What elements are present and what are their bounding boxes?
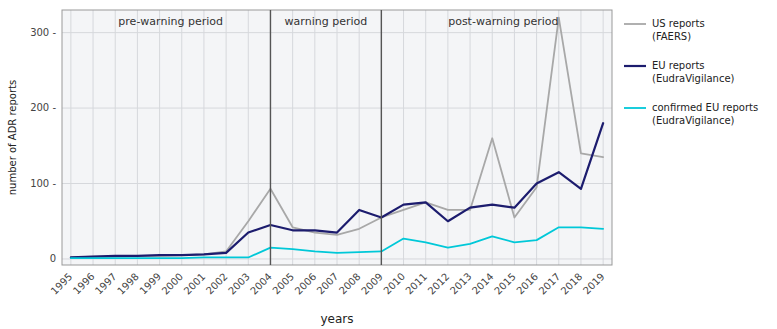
x-grid-line [70, 10, 71, 265]
x-grid-line [470, 10, 471, 265]
x-tick-label: 2009 [359, 271, 385, 297]
x-tick-label: 2018 [559, 271, 585, 297]
x-tick-label: 2006 [293, 271, 319, 297]
x-axis-label: years [320, 312, 353, 326]
period-label: warning period [285, 15, 368, 28]
x-tick-label: 2005 [270, 271, 296, 297]
plot-frame [62, 10, 612, 265]
legend-entry: confirmed EU reports (EudraVigilance) [652, 102, 758, 126]
legend-line: EU reports [652, 60, 705, 71]
x-tick-label: 2010 [381, 271, 407, 297]
series-line [71, 18, 603, 258]
axes: 0 100 - 200 - 300 - 199519961997199819992000… [30, 27, 607, 297]
x-tick-label: 2015 [492, 271, 518, 297]
x-tick-label: 2012 [426, 271, 452, 297]
x-grid-line [137, 10, 138, 265]
legend-line: confirmed EU reports [652, 102, 758, 113]
x-tick-label: 2016 [514, 271, 540, 297]
x-grid-line [270, 10, 271, 265]
legend-swatch [624, 65, 646, 67]
x-grid-line [115, 10, 116, 265]
x-tick-label: 2014 [470, 271, 496, 297]
x-grid-line [381, 10, 382, 265]
x-tick-label: 2011 [403, 271, 429, 297]
x-tick-label: 1998 [115, 271, 141, 297]
x-tick-label: 2000 [160, 271, 186, 297]
legend-line: US reports [652, 18, 705, 29]
y-tick-label: 200 - [30, 102, 56, 113]
x-tick-label: 2013 [448, 271, 474, 297]
x-grid-line [447, 10, 448, 265]
x-tick-label: 1997 [93, 271, 119, 297]
x-tick-label: 2008 [337, 271, 363, 297]
x-tick-label: 1999 [137, 271, 163, 297]
legend: US reports (FAERS) EU reports (EudraVigilan… [624, 18, 758, 126]
y-tick-label: 300 - [30, 27, 56, 38]
x-grid-line [93, 10, 94, 265]
period-divider [381, 10, 382, 265]
legend-line: (EudraVigilance) [652, 73, 735, 84]
x-tick-label: 2003 [226, 271, 252, 297]
chart: 0 100 - 200 - 300 - 199519961997199819992000… [0, 0, 777, 329]
y-tick-label: 100 - [30, 178, 56, 189]
x-tick-label: 2017 [537, 271, 563, 297]
x-grid-line [181, 10, 182, 265]
x-grid-line [603, 10, 604, 265]
x-tick-label: 1996 [71, 271, 97, 297]
period-divider [270, 10, 271, 265]
x-grid-line [514, 10, 515, 265]
x-tick-label: 2004 [248, 271, 274, 297]
x-grid-line [226, 10, 227, 265]
x-grid-line [203, 10, 204, 265]
x-tick-label: 2019 [581, 271, 607, 297]
x-grid-line [403, 10, 404, 265]
legend-line: (FAERS) [652, 31, 691, 42]
x-grid-line [536, 10, 537, 265]
x-grid-line [337, 10, 338, 265]
plot-background [62, 10, 612, 265]
x-grid-line [359, 10, 360, 265]
period-label: post-warning period [448, 15, 558, 28]
y-axis-label: number of ADR reports [7, 80, 18, 195]
period-label: pre-warning period [118, 15, 223, 28]
series-line [71, 227, 603, 258]
x-grid-line [159, 10, 160, 265]
x-tick-label: 2001 [182, 271, 208, 297]
plot-data [71, 10, 603, 265]
x-tick-label: 2002 [204, 271, 230, 297]
legend-entry: US reports (FAERS) [652, 18, 705, 42]
series-line [71, 123, 603, 257]
x-grid-line [248, 10, 249, 265]
legend-line: (EudraVigilance) [652, 115, 735, 126]
grid [62, 10, 612, 265]
legend-swatch [624, 107, 646, 109]
legend-swatch [624, 23, 646, 25]
x-tick-label: 1995 [49, 271, 75, 297]
legend-entry: EU reports (EudraVigilance) [652, 60, 735, 84]
x-grid-line [425, 10, 426, 265]
x-tick-label: 2007 [315, 271, 341, 297]
x-grid-line [314, 10, 315, 265]
y-tick-label: 0 [50, 253, 56, 264]
